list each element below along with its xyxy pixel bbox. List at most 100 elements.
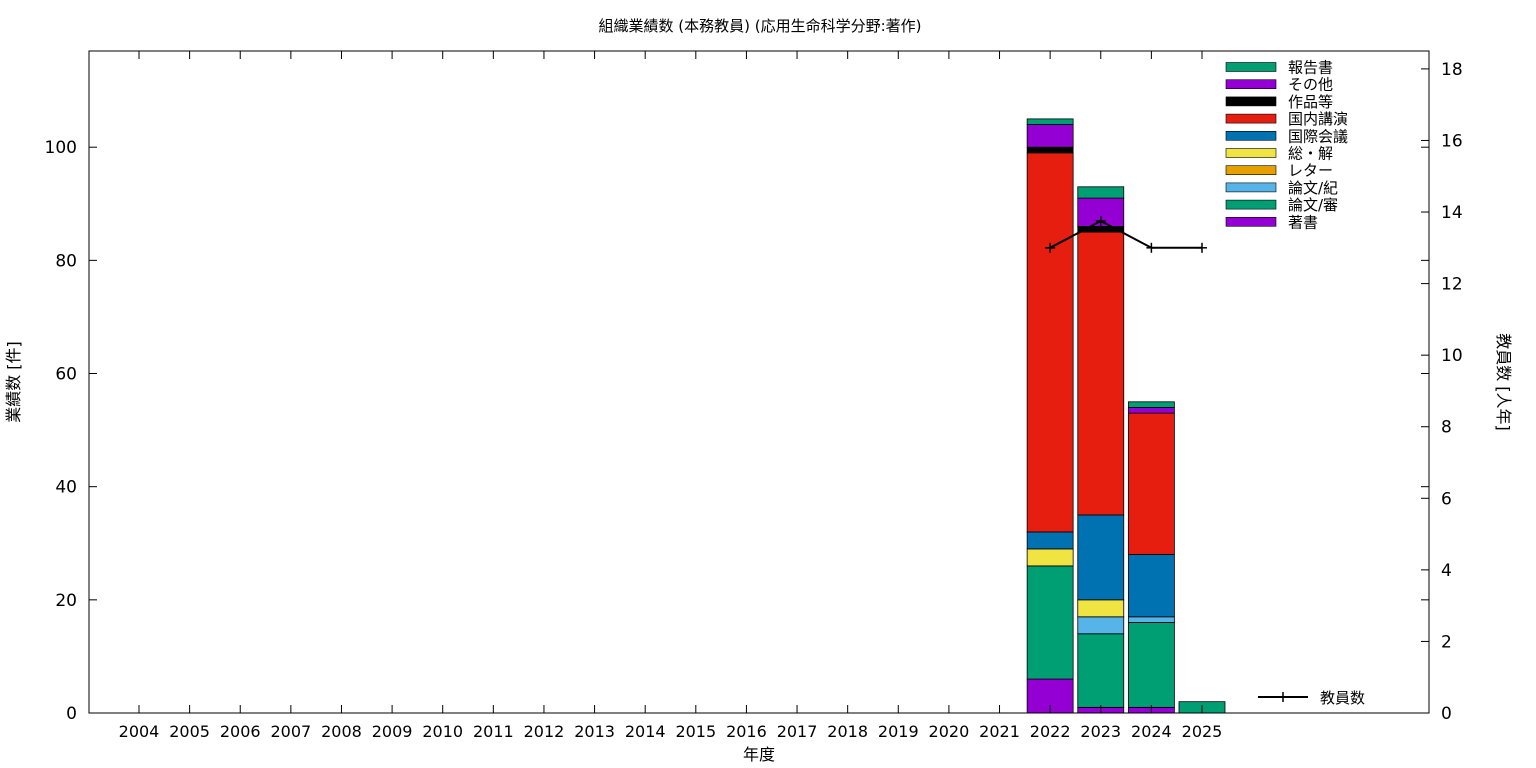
x-tick-label: 2006 <box>220 722 261 741</box>
bar-segment <box>1026 548 1074 567</box>
y-axis-left: 0 20 40 60 80 100 <box>45 138 1429 724</box>
y2-tick-label: 6 <box>1441 489 1452 509</box>
y2-tick-label: 2 <box>1441 632 1452 652</box>
line-point <box>1095 215 1106 226</box>
bar-segment <box>1026 152 1074 533</box>
bar-segment <box>1127 554 1175 618</box>
x-tick-label: 2004 <box>119 722 160 741</box>
x-tick-label: 2017 <box>777 722 818 741</box>
legend-item: 教員数 <box>1258 689 1365 707</box>
x-tick-label: 2007 <box>270 722 311 741</box>
y2-tick-label: 18 <box>1441 60 1463 80</box>
bar-segment <box>1026 124 1074 148</box>
y-tick-label: 40 <box>55 478 77 498</box>
bar-segment <box>1026 146 1074 154</box>
bar-segment <box>1026 565 1074 680</box>
plot-frame <box>88 50 1430 714</box>
x-tick-label: 2020 <box>929 722 970 741</box>
y2-tick-label: 4 <box>1441 561 1452 581</box>
legend-label: 総・解 <box>1288 145 1333 163</box>
y2-tick-label: 14 <box>1441 203 1463 223</box>
chart-title: 組織業績数 (本務教員) (応用生命科学分野:著作) <box>598 17 921 35</box>
y-tick-label: 80 <box>55 251 77 271</box>
legend-item: その他 <box>1225 76 1333 94</box>
legend-item: 報告書 <box>1225 59 1333 77</box>
y2-tick-label: 10 <box>1441 346 1463 366</box>
legend-item: 国内講演 <box>1225 110 1348 128</box>
legend-swatch <box>1225 96 1277 107</box>
bars-layer <box>1026 118 1226 714</box>
y-axis-label: 業績数 [件] <box>4 341 23 423</box>
x-tick-label: 2013 <box>574 722 615 741</box>
y2-tick-label: 0 <box>1441 704 1452 724</box>
y2-tick-label: 12 <box>1441 275 1463 295</box>
legend-label: 教員数 <box>1320 689 1365 707</box>
line-series-path <box>1049 219 1202 249</box>
x-tick-label: 2024 <box>1131 722 1172 741</box>
bar-segment <box>1077 616 1125 635</box>
legend-swatch <box>1225 62 1277 72</box>
bar-segment <box>1077 514 1125 601</box>
legend-swatch <box>1225 148 1277 158</box>
legend-item: 作品等 <box>1225 93 1333 111</box>
legend-item: 論文/審 <box>1225 196 1338 214</box>
legend-item: 総・解 <box>1225 145 1333 163</box>
x-axis-label: 年度 <box>743 745 775 764</box>
bar-segment <box>1077 231 1125 516</box>
legend-label: 国内講演 <box>1288 110 1348 128</box>
legend-swatch <box>1225 217 1277 227</box>
bar-segment <box>1026 118 1074 125</box>
line-point <box>1146 242 1157 253</box>
legend-label: 国際会議 <box>1288 127 1348 145</box>
legend-item: 著書 <box>1225 213 1318 231</box>
x-axis: 2004 2005 2006 2007 2008 2009 2010 2011 2012 2013… <box>119 51 1223 741</box>
x-tick-label: 2018 <box>827 722 868 741</box>
legend-swatch <box>1225 113 1277 124</box>
line-layer <box>1045 215 1207 253</box>
x-tick-label: 2012 <box>524 722 565 741</box>
legend-label: その他 <box>1288 76 1333 94</box>
y2-tick-label: 8 <box>1441 418 1452 438</box>
x-tick-label: 2008 <box>321 722 362 741</box>
legend-label: レター <box>1288 162 1333 180</box>
bar-segment <box>1127 401 1175 408</box>
x-tick-label: 2009 <box>372 722 413 741</box>
y-tick-label: 20 <box>55 591 77 611</box>
legend-item: 国際会議 <box>1225 127 1348 145</box>
x-tick-label: 2023 <box>1080 722 1121 741</box>
x-tick-label: 2010 <box>422 722 463 741</box>
x-tick-label: 2014 <box>625 722 666 741</box>
legend-item: レター <box>1225 162 1333 180</box>
legend-label: 報告書 <box>1288 59 1333 77</box>
bar-segment <box>1077 599 1125 618</box>
x-tick-label: 2021 <box>979 722 1020 741</box>
y2-axis-label: 教員数 [人年] <box>1494 333 1513 431</box>
bar-segment <box>1077 186 1125 199</box>
bar-segment <box>1077 633 1125 708</box>
x-tick-label: 2022 <box>1030 722 1071 741</box>
legend-swatch <box>1225 199 1277 210</box>
line-point <box>1197 242 1207 253</box>
legend-swatch <box>1225 182 1277 193</box>
bar-segment <box>1127 622 1175 708</box>
legend-label: 著書 <box>1288 213 1318 231</box>
legend-item: 論文/紀 <box>1225 179 1338 197</box>
x-tick-label: 2005 <box>169 722 210 741</box>
y2-tick-label: 16 <box>1441 131 1463 151</box>
legend-swatch <box>1225 165 1277 175</box>
line-point <box>1045 242 1056 253</box>
bar-segment <box>1127 616 1175 623</box>
x-tick-label: 2011 <box>473 722 514 741</box>
legend-swatch <box>1225 131 1277 141</box>
x-tick-label: 2015 <box>675 722 716 741</box>
bar-segment <box>1127 412 1175 555</box>
y-tick-label: 100 <box>45 138 77 158</box>
x-tick-label: 2016 <box>726 722 767 741</box>
x-tick-label: 2025 <box>1182 722 1223 741</box>
legend-label: 作品等 <box>1288 93 1333 111</box>
legend-swatch <box>1225 79 1277 89</box>
legend-label: 論文/審 <box>1288 196 1338 214</box>
bar-segment <box>1026 531 1074 550</box>
y-tick-label: 0 <box>66 704 77 724</box>
